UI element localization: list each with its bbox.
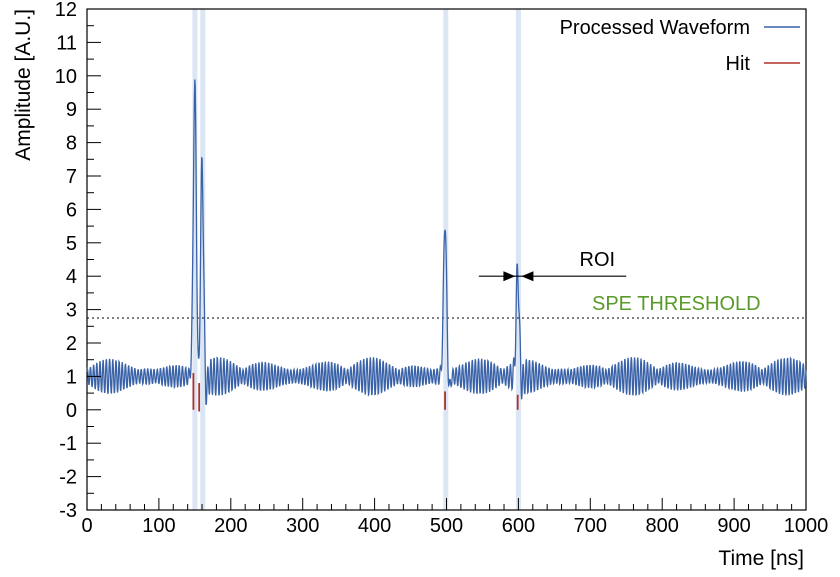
y-axis-title: Amplitude [A.U.] [12,9,35,161]
x-tick-label: 200 [214,515,247,537]
x-axis-title: Time [ns] [718,547,804,570]
y-tick-label: 11 [56,32,77,54]
y-tick-label: 3 [66,300,77,322]
x-tick-label: 0 [81,515,92,537]
x-tick-label: 600 [502,515,535,537]
y-tick-label: 4 [66,266,77,288]
y-tick-label: 7 [66,166,77,188]
x-tick-label: 300 [286,515,319,537]
y-tick-label: -2 [59,467,77,489]
x-tick-label: 500 [430,515,463,537]
y-tick-label: 9 [66,99,77,121]
y-tick-label: -1 [59,433,77,455]
legend-label-processed-waveform: Processed Waveform [560,17,750,39]
x-tick-label: 100 [142,515,175,537]
y-tick-label: 2 [66,333,77,355]
x-tick-label: 700 [574,515,607,537]
x-tick-label: 800 [646,515,679,537]
x-tick-label: 400 [358,515,391,537]
hit-markers [192,373,519,412]
y-tick-label: 5 [66,233,77,255]
x-axis-ticks: 0 100 200 300 400 500 600 700 800 900 1000 [81,498,828,537]
roi-right-arrowhead [521,271,534,282]
legend: Processed Waveform Hit [560,17,800,75]
roi-label: ROI [580,249,616,271]
hit-window-band [515,9,521,510]
y-tick-label: 0 [66,400,77,422]
y-tick-label: 10 [55,66,77,88]
processed-waveform-line [86,79,807,406]
x-tick-label: 1000 [784,515,829,537]
legend-label-hit: Hit [726,53,751,75]
hit-window-band [200,9,206,510]
roi-left-arrowhead [503,271,516,282]
x-tick-label: 900 [717,515,750,537]
hit-window-band [192,9,198,510]
y-tick-label: 1 [66,366,77,388]
y-tick-label: 6 [66,199,77,221]
y-tick-label: -3 [59,500,77,522]
hit-window-bands [192,9,521,510]
spe-threshold-label: SPE THRESHOLD [592,293,761,315]
y-tick-label: 8 [66,133,77,155]
roi-annotation: ROI [478,249,627,282]
y-tick-label: 12 [55,0,77,21]
